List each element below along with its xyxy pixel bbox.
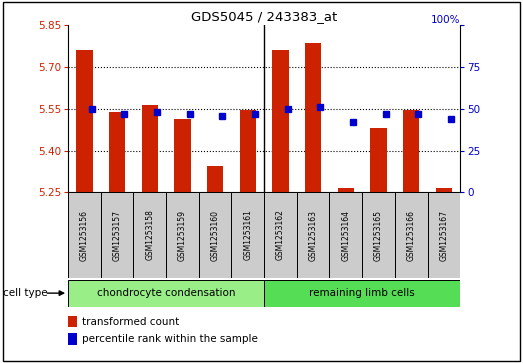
Bar (240, 110, 256, 192)
Bar (403, 110, 419, 192)
Bar (109, 112, 125, 192)
Bar (272, 50, 289, 192)
Bar (305, 44, 321, 192)
Text: GSM1253162: GSM1253162 (276, 209, 285, 261)
FancyBboxPatch shape (264, 192, 297, 278)
Bar (207, 166, 223, 192)
Text: GSM1253163: GSM1253163 (309, 209, 317, 261)
Bar (68, 316, 77, 327)
FancyBboxPatch shape (362, 192, 395, 278)
FancyBboxPatch shape (395, 192, 428, 278)
FancyBboxPatch shape (133, 192, 166, 278)
Bar (338, 188, 354, 192)
Text: chondrocyte condensation: chondrocyte condensation (97, 288, 235, 298)
Bar (142, 105, 158, 192)
FancyBboxPatch shape (68, 192, 100, 278)
Text: GSM1253166: GSM1253166 (407, 209, 416, 261)
Text: cell type: cell type (3, 288, 47, 298)
FancyBboxPatch shape (100, 192, 133, 278)
Text: GSM1253161: GSM1253161 (243, 209, 252, 261)
FancyBboxPatch shape (166, 192, 199, 278)
Bar (174, 119, 190, 192)
Bar (68, 333, 77, 345)
FancyBboxPatch shape (428, 192, 460, 278)
Text: GSM1253156: GSM1253156 (80, 209, 89, 261)
Title: GDS5045 / 243383_at: GDS5045 / 243383_at (191, 10, 337, 23)
FancyBboxPatch shape (329, 192, 362, 278)
Text: GSM1253164: GSM1253164 (342, 209, 350, 261)
Text: remaining limb cells: remaining limb cells (309, 288, 415, 298)
FancyBboxPatch shape (68, 280, 264, 307)
FancyBboxPatch shape (199, 192, 231, 278)
FancyBboxPatch shape (264, 280, 460, 307)
Text: GSM1253159: GSM1253159 (178, 209, 187, 261)
Text: GSM1253157: GSM1253157 (112, 209, 121, 261)
Text: GSM1253165: GSM1253165 (374, 209, 383, 261)
Text: GSM1253160: GSM1253160 (211, 209, 220, 261)
Text: GSM1253167: GSM1253167 (439, 209, 448, 261)
FancyBboxPatch shape (231, 192, 264, 278)
FancyBboxPatch shape (297, 192, 329, 278)
Text: 100%: 100% (431, 15, 460, 25)
Bar (436, 188, 452, 192)
Text: transformed count: transformed count (82, 317, 179, 327)
Bar (76, 50, 93, 192)
Text: GSM1253158: GSM1253158 (145, 209, 154, 261)
Bar (370, 129, 386, 192)
Text: percentile rank within the sample: percentile rank within the sample (82, 334, 258, 344)
